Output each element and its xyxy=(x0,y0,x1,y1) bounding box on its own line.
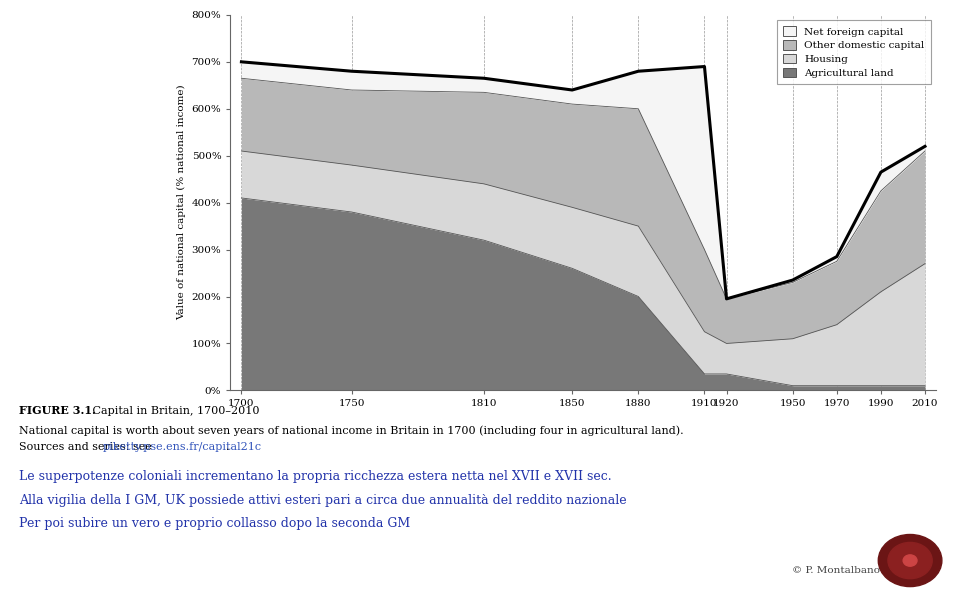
Text: Sources and series: see: Sources and series: see xyxy=(19,442,156,452)
Text: piketty.pse.ens.fr/capital21c: piketty.pse.ens.fr/capital21c xyxy=(103,442,262,452)
Circle shape xyxy=(888,542,932,579)
Text: Per poi subire un vero e proprio collasso dopo la seconda GM: Per poi subire un vero e proprio collass… xyxy=(19,517,411,530)
Text: © P. Montalbano: © P. Montalbano xyxy=(792,566,880,575)
Text: Alla vigilia della I GM, UK possiede attivi esteri pari a circa due annualità de: Alla vigilia della I GM, UK possiede att… xyxy=(19,493,627,507)
Text: .: . xyxy=(226,442,229,452)
Y-axis label: Value of national capital (% national income): Value of national capital (% national in… xyxy=(177,85,186,321)
Text: Le superpotenze coloniali incrementano la propria ricchezza estera netta nel XVI: Le superpotenze coloniali incrementano l… xyxy=(19,470,612,483)
Text: Capital in Britain, 1700–2010: Capital in Britain, 1700–2010 xyxy=(82,406,259,416)
Legend: Net foreign capital, Other domestic capital, Housing, Agricultural land: Net foreign capital, Other domestic capi… xyxy=(778,20,931,85)
Text: National capital is worth about seven years of national income in Britain in 170: National capital is worth about seven ye… xyxy=(19,426,684,436)
Circle shape xyxy=(878,535,942,586)
Text: FIGURE 3.1.: FIGURE 3.1. xyxy=(19,405,96,416)
Circle shape xyxy=(903,555,917,566)
